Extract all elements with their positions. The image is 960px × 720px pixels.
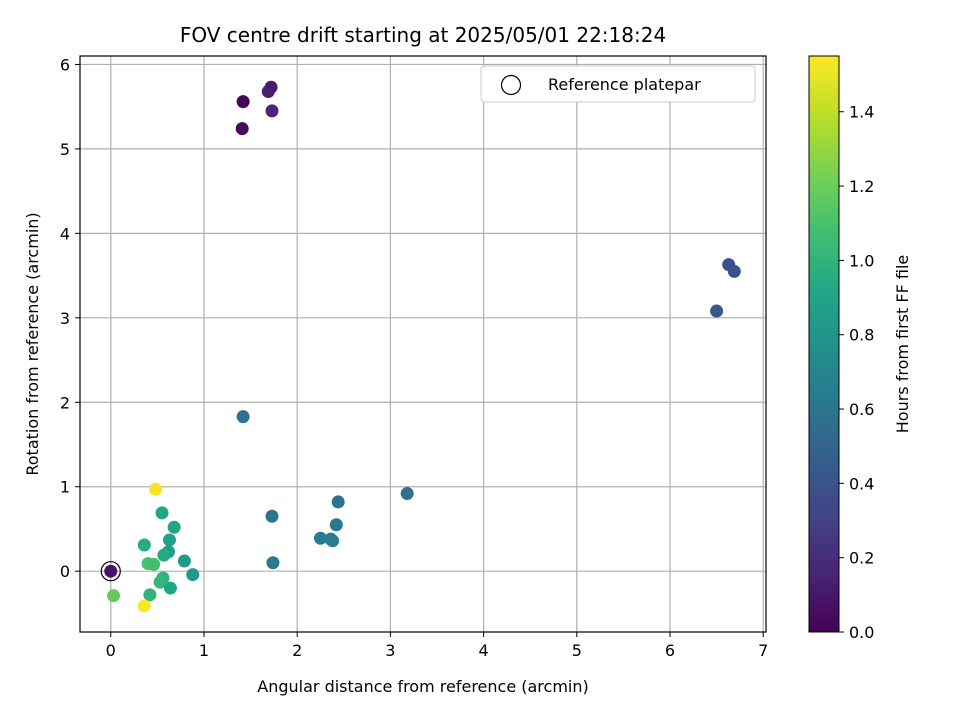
data-point <box>143 588 157 602</box>
x-axis-label: Angular distance from reference (arcmin) <box>257 677 588 696</box>
data-point <box>167 520 181 534</box>
data-point <box>137 538 151 552</box>
colorbar-gradient <box>808 55 840 633</box>
y-tick-label: 4 <box>60 224 70 243</box>
y-tick-label: 2 <box>60 393 70 412</box>
data-point <box>177 554 191 568</box>
data-point <box>313 531 327 545</box>
data-point <box>148 482 162 496</box>
x-ticks: 0 1 2 3 4 5 6 7 <box>106 632 768 660</box>
data-point <box>147 557 161 571</box>
legend-marker-circle-icon <box>500 74 522 96</box>
data-point <box>162 533 176 547</box>
legend: Reference platepar <box>480 65 756 103</box>
data-point <box>236 410 250 424</box>
legend-box <box>480 65 756 103</box>
y-tick-label: 3 <box>60 309 70 328</box>
y-tick-label: 1 <box>60 478 70 497</box>
data-point <box>163 581 177 595</box>
plot-frame <box>79 55 767 633</box>
colorbar-tick-label: 1.4 <box>849 103 874 122</box>
reference-point-marker <box>100 561 121 582</box>
data-point <box>153 575 167 589</box>
colorbar-tick-label: 1.2 <box>849 177 874 196</box>
colorbar: 0.0 0.2 0.4 0.6 0.8 1.0 1.2 1.4 Hours from firs… <box>808 55 912 642</box>
data-point <box>710 304 724 318</box>
y-axis-label: Rotation from reference (arcmin) <box>23 212 42 475</box>
x-tick-label: 7 <box>758 641 768 660</box>
data-point <box>235 122 249 136</box>
x-tick-label: 0 <box>106 641 116 660</box>
data-point <box>104 564 118 578</box>
x-tick-label: 5 <box>572 641 582 660</box>
data-point <box>727 264 741 278</box>
colorbar-tick-label: 0.8 <box>849 326 874 345</box>
data-point <box>157 548 171 562</box>
data-point <box>236 95 250 109</box>
colorbar-tick-label: 0.0 <box>849 623 874 642</box>
data-point <box>186 568 200 582</box>
colorbar-tick-label: 1.0 <box>849 251 874 270</box>
colorbar-tick-label: 0.4 <box>849 474 874 493</box>
x-tick-label: 2 <box>292 641 302 660</box>
data-point <box>265 509 279 523</box>
colorbar-tick-label: 0.6 <box>849 400 874 419</box>
colorbar-ticks: 0.0 0.2 0.4 0.6 0.8 1.0 1.2 1.4 <box>839 103 874 642</box>
y-tick-label: 5 <box>60 140 70 159</box>
data-point <box>137 599 151 613</box>
y-tick-label: 6 <box>60 55 70 74</box>
colorbar-label: Hours from first FF file <box>893 255 912 434</box>
grid-lines <box>80 56 766 632</box>
y-tick-label: 0 <box>60 562 70 581</box>
x-tick-label: 6 <box>665 641 675 660</box>
colorbar-tick-label: 0.2 <box>849 549 874 568</box>
x-tick-label: 4 <box>478 641 488 660</box>
data-point <box>329 518 343 532</box>
data-point <box>265 104 279 118</box>
legend-entry-reference: Reference platepar <box>548 75 701 94</box>
data-points <box>100 80 741 613</box>
y-ticks: 0 1 2 3 4 5 6 <box>60 55 80 581</box>
data-point <box>155 506 169 520</box>
data-point <box>326 534 340 548</box>
chart-title: FOV centre drift starting at 2025/05/01 … <box>180 23 666 47</box>
data-point <box>400 486 414 500</box>
x-tick-label: 1 <box>199 641 209 660</box>
data-point <box>107 589 121 603</box>
data-point <box>266 556 280 570</box>
data-point <box>331 495 345 509</box>
x-tick-label: 3 <box>385 641 395 660</box>
data-point <box>261 84 275 98</box>
